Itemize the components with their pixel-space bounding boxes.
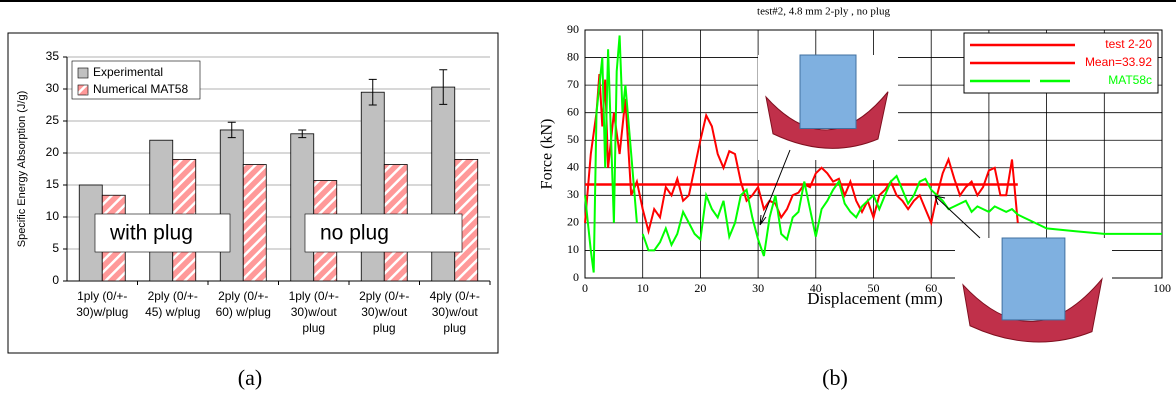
y-tick-label: 30 [46,81,60,95]
x-tick-label: 2ply (0/+- [148,289,198,303]
y-tick-label: 10 [46,209,60,223]
x-axis-label: Displacement (mm) [807,289,943,308]
y-tick-label: 40 [567,160,579,174]
y-tick-label: 80 [567,49,579,63]
x-tick-label: 30)w/out [291,305,338,319]
x-tick-label: 100 [1153,281,1171,295]
y-axis-label: Specific Energy Absorption (J/g) [16,91,28,248]
arrow [760,150,790,225]
legend-label: MAT58c [1108,73,1152,87]
y-tick-label: 60 [567,104,579,118]
annotation: no plug [320,222,389,245]
x-tick-label: 30)w/out [361,305,408,319]
y-tick-label: 20 [567,215,579,229]
y-tick-label: 5 [52,241,59,255]
x-tick-label: 45) w/plug [145,305,200,319]
x-tick-label: 2ply (0/+- [359,289,409,303]
x-tick-label: 0 [582,281,588,295]
y-tick-label: 70 [567,77,579,91]
bar [361,92,384,281]
chart-title: test#2, 4.8 mm 2-ply , no plug [757,6,890,18]
y-tick-label: 90 [567,22,579,36]
y-axis-label: Force (kN) [539,119,556,190]
x-tick-label: 30)w/out [432,305,479,319]
caption: (b) [822,365,848,390]
model-tube [1002,238,1065,320]
x-tick-label: plug [373,321,396,335]
bar [220,130,243,281]
figure: 0 5 10 15 20 25 30 35 Specific Energy Absorption… [0,0,1176,399]
annotation: with plug [109,222,193,245]
x-tick-label: plug [443,321,466,335]
x-tick-label: 2ply (0/+- [218,289,268,303]
legend-label: Mean=33.92 [1085,55,1152,69]
y-tick-label: 0 [573,270,579,284]
panel-b: 0102030405060708090010203040506070809010… [539,6,1171,391]
panel-a: 0 5 10 15 20 25 30 35 Specific Energy Absorption… [16,49,490,390]
y-tick-label: 15 [46,177,60,191]
y-tick-label: 50 [567,132,579,146]
bar [291,134,314,281]
x-tick-label: 10 [637,281,649,295]
arrow [935,196,980,238]
bar [243,165,266,281]
x-tick-label: 1ply (0/+- [289,289,339,303]
legend-label: Experimental [93,65,163,79]
y-tick-label: 20 [46,145,60,159]
x-tick-label: plug [302,321,325,335]
y-tick-label: 30 [567,187,579,201]
x-tick-label: 20 [694,281,706,295]
x-tick-label: 30 [752,281,764,295]
y-tick-label: 0 [52,273,59,287]
legend-swatch [78,85,88,95]
x-tick-label: 1ply (0/+- [77,289,127,303]
x-tick-label: 30)w/plug [76,305,128,319]
caption: (a) [238,365,262,390]
legend-label: test 2-20 [1105,37,1152,51]
x-tick-label: 4ply (0/+- [430,289,480,303]
y-tick-label: 25 [46,113,60,127]
y-tick-label: 10 [567,242,579,256]
legend-label: Numerical MAT58 [93,82,188,96]
x-tick-label: 60) w/plug [216,305,271,319]
y-tick-label: 35 [46,49,60,63]
bar [150,140,173,281]
model-tube [800,55,856,129]
legend-swatch [78,68,88,78]
